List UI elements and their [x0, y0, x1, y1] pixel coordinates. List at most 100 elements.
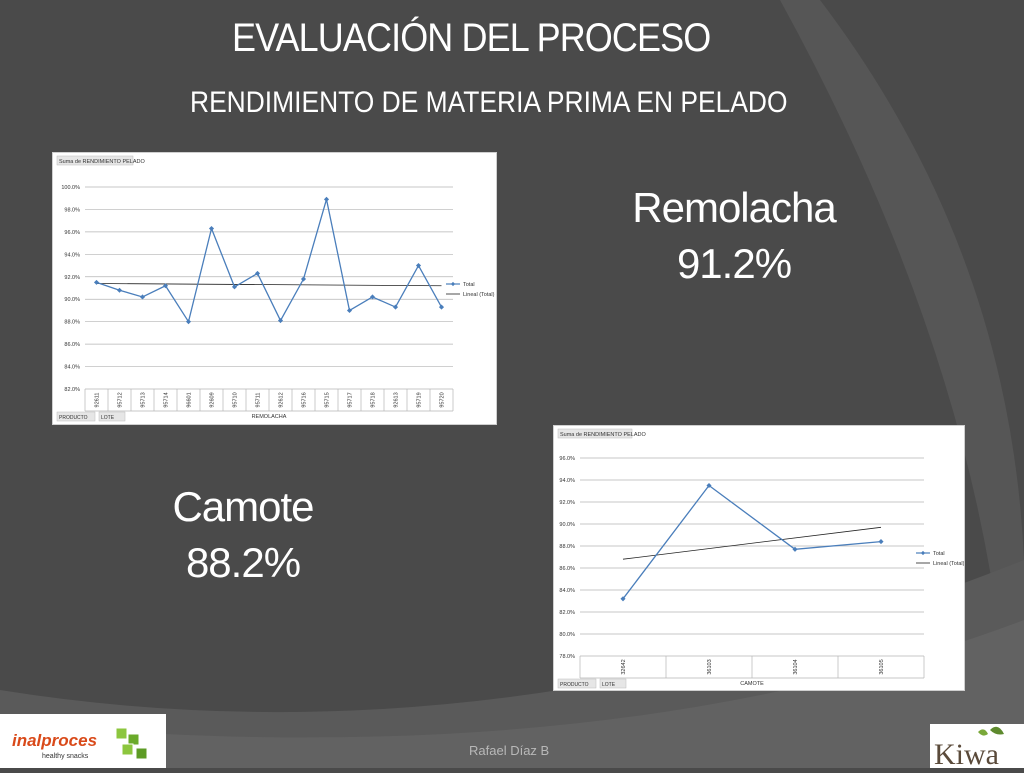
chart-camote-y-tick-label: 94.0%	[559, 478, 575, 484]
chart-camote-y-tick-label: 86.0%	[559, 566, 575, 572]
result-remolacha: Remolacha 91.2%	[616, 183, 852, 289]
chart-remolacha-y-tick-label: 88.0%	[64, 320, 80, 326]
chart-remolacha-x-tick-label: 95719	[417, 392, 423, 407]
chart-remolacha-x-tick-label: 95718	[371, 392, 377, 407]
chart-camote-x-axis-label: CAMOTE	[740, 681, 764, 687]
chart-remolacha-x-tick-label: 95714	[164, 392, 170, 407]
chart-remolacha-x-tick-label: 95710	[233, 392, 239, 407]
chart-camote-data-point	[878, 539, 884, 545]
chart-remolacha-legend-label-trend: Lineal (Total)	[463, 292, 495, 298]
chart-camote-trend-line	[622, 526, 882, 560]
chart-remolacha-title-button	[56, 155, 134, 166]
chart-remolacha-y-tick-label: 94.0%	[64, 252, 80, 258]
chart-camote-data-point	[792, 546, 798, 552]
chart-remolacha-x-tick-label: 95717	[348, 392, 354, 407]
result-camote-name: Camote	[172, 483, 314, 530]
chart-remolacha-data-point	[277, 317, 284, 324]
chart-camote-filter-label: LOTE	[602, 682, 616, 688]
chart-remolacha-y-tick-label: 98.0%	[64, 207, 80, 213]
chart-camote-x-tick-label: 36103	[707, 659, 713, 674]
chart-camote-filter-button	[599, 678, 627, 689]
chart-remolacha-x-tick-label: 95716	[302, 392, 308, 407]
chart-remolacha: Suma de RENDIMIENTO PELADO 82.0% 84.0% 86.0…	[52, 152, 497, 425]
chart-camote-legend-label-trend: Lineal (Total)	[933, 561, 964, 567]
chart-remolacha-y-tick-label: 100.0%	[61, 185, 80, 191]
chart-remolacha-y-tick-label: 84.0%	[64, 365, 80, 371]
chart-remolacha-y-tick-label: 92.0%	[64, 275, 80, 281]
chart-remolacha-x-tick-label: 92612	[279, 392, 285, 407]
chart-remolacha-filter-button	[56, 411, 96, 422]
chart-camote-x-tick-label: 32642	[621, 659, 627, 674]
chart-camote-x-tick-label: 36105	[879, 659, 885, 674]
chart-camote-data-point	[620, 596, 626, 602]
result-camote-value: 88.2%	[185, 539, 301, 586]
chart-remolacha-x-tick-label: 92611	[95, 393, 101, 408]
chart-remolacha-filter-button	[98, 411, 126, 422]
chart-camote-filter-label: PRODUCTO	[560, 682, 589, 688]
kiwa-logo: Kiwa	[930, 724, 1024, 771]
chart-remolacha-data-point	[116, 287, 123, 293]
slide-subtitle: RENDIMIENTO DE MATERIA PRIMA EN PELADO	[190, 86, 788, 119]
chart-remolacha-x-axis-label: REMOLACHA	[252, 414, 287, 420]
result-remolacha-name: Remolacha	[632, 184, 836, 231]
chart-camote-y-tick-label: 80.0%	[559, 632, 575, 638]
kiwa-logo-image: Kiwa	[934, 726, 1004, 771]
chart-remolacha-x-tick-label: 95713	[141, 392, 147, 407]
chart-camote-y-tick-label: 96.0%	[559, 456, 575, 462]
chart-remolacha-x-tick-label: 95720	[440, 392, 446, 407]
logo-left-tagline: healthy snacks	[42, 753, 89, 760]
chart-remolacha-legend-label-total: Total	[463, 282, 475, 288]
chart-remolacha-x-tick-label: 96601	[187, 392, 193, 407]
chart-remolacha-data-point	[300, 276, 307, 282]
slide-title: EVALUACIÓN DEL PROCESO	[232, 16, 711, 60]
chart-remolacha-y-tick-label: 86.0%	[64, 342, 80, 348]
chart-camote-y-tick-label: 78.0%	[559, 654, 575, 660]
chart-remolacha-x-tick-label: 92613	[394, 392, 400, 407]
chart-camote-y-tick-label: 88.0%	[559, 544, 575, 550]
chart-camote-y-tick-label: 92.0%	[559, 500, 575, 506]
logo-left-brand: inalproces	[12, 731, 97, 750]
chart-camote-x-tick-label: 36104	[793, 659, 799, 674]
chart-camote-title-button	[557, 428, 633, 439]
chart-remolacha-title: Suma de RENDIMIENTO PELADO	[59, 159, 146, 165]
chart-remolacha-x-tick-label: 92609	[210, 392, 216, 407]
chart-remolacha-data-point	[415, 263, 422, 269]
chart-camote-y-tick-label: 90.0%	[559, 522, 575, 528]
chart-remolacha-data-point	[93, 279, 100, 285]
chart-remolacha-filter-label: PRODUCTO	[59, 415, 88, 421]
chart-camote-data-point	[706, 482, 712, 489]
chart-remolacha-data-point	[139, 294, 146, 300]
chart-camote-y-tick-label: 82.0%	[559, 610, 575, 616]
chart-remolacha-y-tick-label: 90.0%	[64, 297, 80, 303]
chart-remolacha-trend-line	[96, 283, 442, 287]
result-remolacha-value: 91.2%	[676, 240, 792, 287]
chart-remolacha-data-point	[185, 319, 192, 325]
chart-camote-legend-label-total: Total	[933, 551, 945, 557]
chart-remolacha-data-point	[392, 304, 399, 310]
chart-remolacha-filter-label: LOTE	[101, 415, 115, 421]
chart-remolacha-y-tick-label: 96.0%	[64, 230, 80, 236]
chart-camote-svg: Suma de RENDIMIENTO PELADO 78.0% 80.0% 82.0…	[557, 428, 964, 689]
chart-remolacha-data-point	[231, 284, 238, 290]
chart-camote-series-line	[622, 484, 882, 600]
logo-right-brand: Kiwa	[934, 738, 999, 768]
chart-camote-title: Suma de RENDIMIENTO PELADO	[560, 432, 647, 438]
chart-remolacha-svg: Suma de RENDIMIENTO PELADO 82.0% 84.0% 86.0…	[56, 155, 495, 422]
chart-remolacha-data-point	[208, 225, 215, 232]
result-camote: Camote 88.2%	[160, 482, 326, 588]
chart-remolacha-x-tick-label: 95715	[325, 392, 331, 407]
chart-camote: Suma de RENDIMIENTO PELADO 78.0% 80.0% 82.0…	[553, 425, 965, 691]
chart-remolacha-x-tick-label: 95712	[118, 392, 124, 407]
footer-author: Rafael Díaz B	[469, 743, 550, 758]
chart-remolacha-series-line	[96, 199, 443, 324]
chart-camote-y-tick-label: 84.0%	[559, 588, 575, 594]
chart-remolacha-data-point	[323, 196, 330, 202]
chart-camote-filter-button	[557, 678, 597, 689]
inalproces-logo: inalproces healthy snacks	[0, 714, 166, 768]
chart-remolacha-legend-marker-total	[450, 281, 456, 287]
chart-camote-legend-marker-total	[920, 550, 926, 556]
chart-remolacha-data-point	[438, 304, 445, 310]
chart-remolacha-x-tick-label: 95711	[256, 393, 262, 408]
inalproces-logo-image: inalproces healthy snacks	[12, 727, 148, 760]
chart-remolacha-y-tick-label: 82.0%	[64, 387, 80, 393]
